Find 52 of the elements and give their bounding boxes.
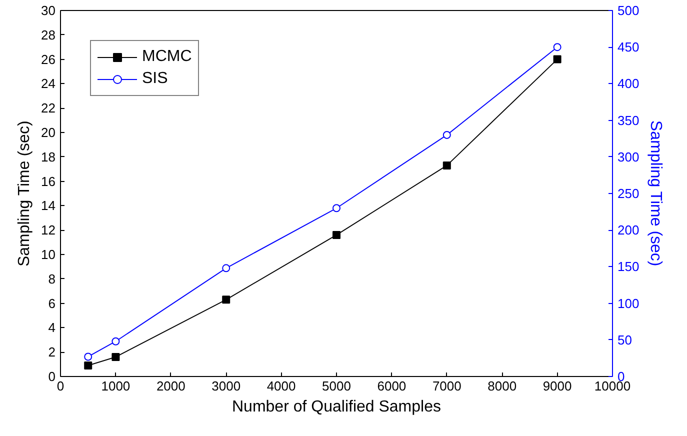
y-tick-label: 24 — [41, 76, 56, 92]
y-tick-label: 18 — [41, 149, 56, 164]
y-axis-title: Sampling Time (sec) — [16, 120, 34, 267]
y-tick-label: 12 — [41, 222, 56, 238]
y2-tick-label: 100 — [618, 296, 640, 311]
point — [222, 264, 230, 272]
y2-tick-label: 300 — [618, 149, 640, 164]
x-tick-label: 5000 — [322, 378, 351, 394]
x-tick-label: 2000 — [156, 378, 186, 394]
x-axis-title: Number of Qualified Samples — [232, 398, 441, 416]
y2-tick-label: 200 — [618, 222, 640, 238]
x-tick-label: 1000 — [101, 378, 130, 394]
y2-tick-label: 500 — [618, 3, 640, 18]
y-tick-label: 22 — [41, 100, 56, 116]
y-tick-label: 28 — [41, 27, 56, 42]
y-tick-label: 16 — [41, 174, 56, 189]
point — [332, 204, 340, 212]
point — [442, 161, 451, 170]
point — [442, 130, 451, 139]
y-tick-label: 30 — [41, 3, 56, 18]
x-tick-label: 8000 — [488, 378, 517, 394]
y-tick-label: 4 — [48, 320, 56, 336]
y2-tick-label: 150 — [618, 259, 640, 274]
y-tick-label: 14 — [41, 198, 56, 214]
x-tick-label: 9000 — [542, 378, 572, 394]
y-tick-label: 8 — [48, 271, 56, 286]
legend-label: SIS — [142, 70, 168, 88]
point — [222, 296, 230, 304]
point — [553, 43, 562, 52]
x-tick-label: 6000 — [377, 378, 406, 394]
y2-tick-label: 350 — [618, 112, 640, 128]
y2-axis-title: Sampling Time (sec) — [647, 120, 664, 266]
y-tick-label: 2 — [48, 344, 56, 360]
x-tick-label: 3000 — [212, 378, 241, 394]
y-tick-label: 0 — [48, 369, 56, 384]
point — [332, 230, 340, 239]
point — [84, 362, 92, 370]
y2-tick-label: 50 — [618, 332, 632, 348]
point — [112, 352, 120, 361]
y-tick-label: 6 — [48, 296, 56, 311]
y2-tick-label: 250 — [618, 186, 640, 201]
y-tick-label: 10 — [41, 247, 56, 262]
legend-label: MCMC — [142, 48, 192, 66]
x-tick-label: 4000 — [266, 378, 296, 394]
y-tick-label: 20 — [41, 125, 56, 140]
point — [84, 352, 92, 361]
y2-tick-label: 400 — [618, 76, 640, 92]
y-tick-label: 26 — [41, 52, 56, 67]
point — [112, 337, 120, 346]
y2-tick-label: 450 — [618, 40, 640, 55]
point — [553, 55, 562, 64]
x-tick-label: 7000 — [432, 378, 462, 394]
